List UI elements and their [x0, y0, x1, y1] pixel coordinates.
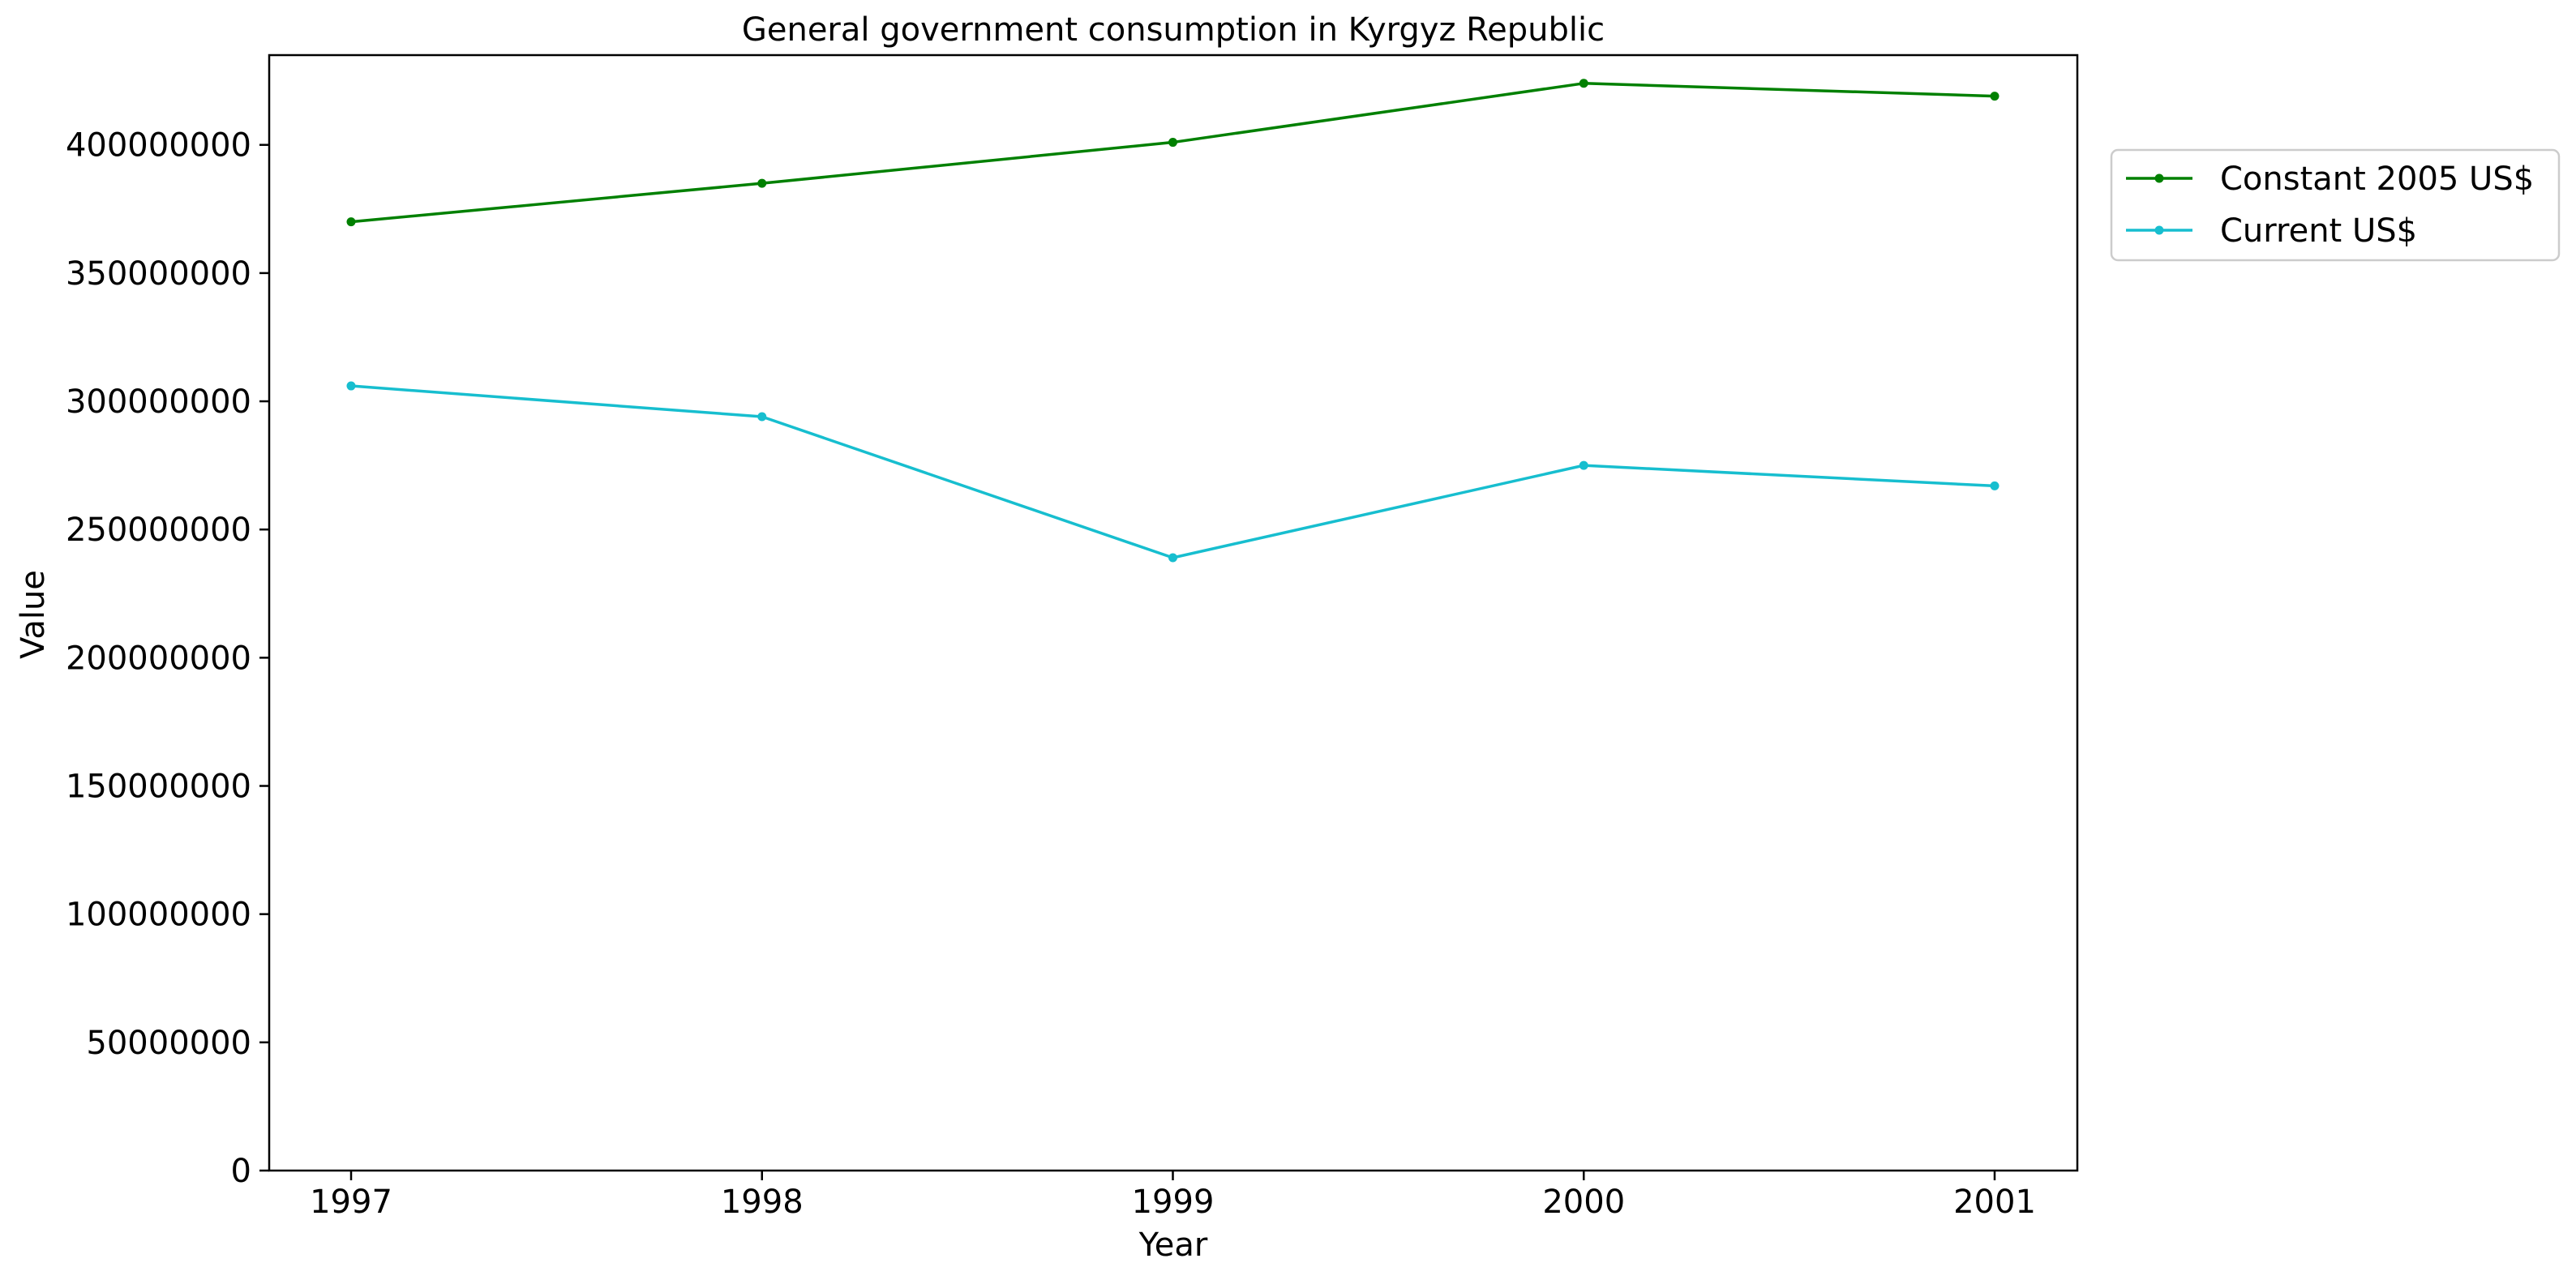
y-tick-label: 400000000	[66, 127, 251, 165]
legend: Constant 2005 US$ Current US$	[2110, 148, 2561, 262]
data-point-constant-2005-us	[1168, 138, 1177, 148]
x-tick-label: 2001	[1953, 1184, 2036, 1221]
y-tick-label: 100000000	[66, 897, 251, 934]
data-point-constant-2005-us	[1579, 79, 1588, 88]
data-point-current-us	[1579, 460, 1588, 470]
y-tick-label: 300000000	[66, 383, 251, 421]
x-axis-ticks: 1997 1998 1999 2000 2001	[310, 1171, 2036, 1221]
chart-title: General government consumption in Kyrgyz…	[742, 11, 1605, 49]
y-tick-label: 200000000	[66, 640, 251, 677]
data-point-current-us	[757, 412, 767, 422]
plot-area-frame	[268, 54, 2079, 1172]
y-axis-ticks: 0 50000000 100000000 150000000 200000000 2500…	[66, 127, 269, 1190]
x-tick-label: 1998	[721, 1184, 804, 1221]
legend-marker-constant-2005-us	[2154, 173, 2164, 183]
legend-items: Constant 2005 US$ Current US$	[2126, 161, 2534, 250]
series-layer	[346, 79, 2000, 563]
y-axis-label: Value	[15, 570, 52, 659]
data-point-constant-2005-us	[1990, 92, 2000, 101]
data-point-current-us	[1168, 553, 1177, 563]
x-tick-label: 2000	[1542, 1184, 1625, 1221]
legend-box	[2110, 148, 2561, 262]
y-tick-label: 250000000	[66, 512, 251, 549]
legend-marker-current-us	[2154, 225, 2164, 235]
y-tick-label: 0	[231, 1153, 251, 1190]
data-point-current-us	[1990, 481, 2000, 490]
x-axis-label: Year	[1138, 1226, 1208, 1264]
data-point-constant-2005-us	[757, 178, 767, 188]
y-tick-label: 150000000	[66, 768, 251, 806]
x-tick-label: 1999	[1132, 1184, 1215, 1221]
legend-label: Current US$	[2220, 212, 2417, 250]
data-point-current-us	[346, 381, 356, 391]
legend-label: Constant 2005 US$	[2220, 161, 2534, 198]
x-tick-label: 1997	[310, 1184, 392, 1221]
y-tick-label: 50000000	[86, 1025, 251, 1062]
y-tick-label: 350000000	[66, 255, 251, 293]
data-point-constant-2005-us	[346, 217, 356, 227]
